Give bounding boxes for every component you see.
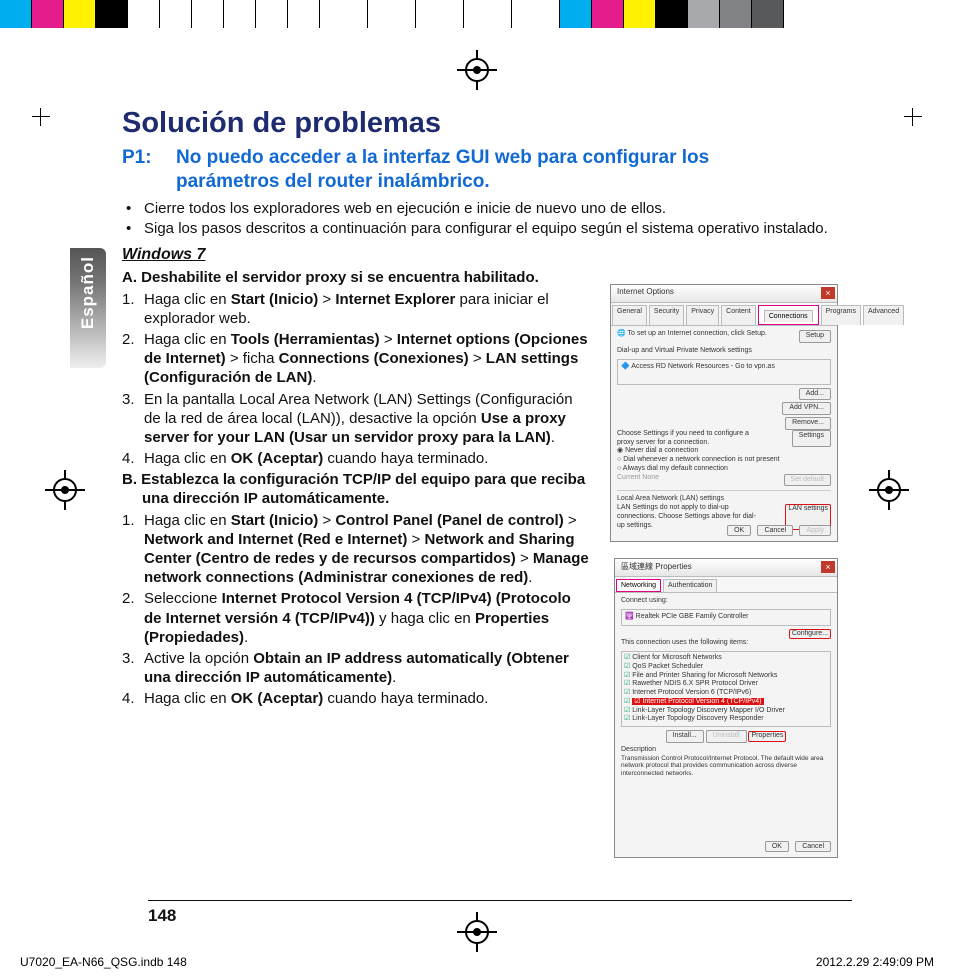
step: Haga clic en Start (Inicio) > Internet E… — [122, 290, 592, 328]
bullet: Siga los pasos descritos a continuación … — [122, 219, 842, 239]
os-heading: Windows 7 — [122, 246, 842, 264]
registration-bar — [0, 0, 954, 28]
screenshot-nic-properties: 區域連線 Properties× NetworkingAuthenticatio… — [614, 558, 838, 858]
section-a: A. Deshabilite el servidor proxy si se e… — [122, 268, 592, 287]
steps-b: Haga clic en Start (Inicio) > Control Pa… — [122, 511, 592, 709]
step: Haga clic en OK (Aceptar) cuando haya te… — [122, 689, 592, 708]
section-b: B. Establezca la configuración TCP/IP de… — [122, 470, 592, 508]
reg-mark-bottom — [457, 912, 497, 952]
intro-bullets: Cierre todos los exploradores web en eje… — [122, 199, 842, 238]
step: Active la opción Obtain an IP address au… — [122, 649, 592, 687]
setup-button: Setup — [799, 330, 831, 343]
step: Seleccione Internet Protocol Version 4 (… — [122, 589, 592, 647]
page-number: 148 — [148, 906, 176, 926]
properties-button: Properties — [748, 731, 786, 742]
step: En la pantalla Local Area Network (LAN) … — [122, 390, 592, 448]
bullet: Cierre todos los exploradores web en eje… — [122, 199, 842, 219]
crop-mark — [904, 108, 922, 126]
footer-rule — [148, 900, 852, 901]
reg-mark-top — [457, 50, 497, 90]
language-tab: Español — [70, 248, 106, 368]
screenshot-internet-options: Internet Options× GeneralSecurityPrivacy… — [610, 284, 838, 542]
steps-a: Haga clic en Start (Inicio) > Internet E… — [122, 290, 592, 469]
print-footer: U7020_EA-N66_QSG.indb 148 2012.2.29 2:49… — [20, 955, 934, 969]
close-icon: × — [821, 287, 835, 299]
step: Haga clic en OK (Aceptar) cuando haya te… — [122, 449, 592, 468]
reg-mark-right — [869, 470, 909, 510]
reg-mark-left — [45, 470, 85, 510]
page-title: Solución de problemas — [122, 108, 842, 140]
step: Haga clic en Start (Inicio) > Control Pa… — [122, 511, 592, 588]
close-icon: × — [821, 561, 835, 573]
step: Haga clic en Tools (Herramientas) > Inte… — [122, 330, 592, 388]
configure-button: Configure... — [789, 629, 831, 640]
footer-file: U7020_EA-N66_QSG.indb 148 — [20, 955, 187, 969]
problem-heading: P1:No puedo acceder a la interfaz GUI we… — [122, 146, 842, 194]
crop-mark — [32, 108, 50, 126]
footer-timestamp: 2012.2.29 2:49:09 PM — [816, 955, 934, 969]
